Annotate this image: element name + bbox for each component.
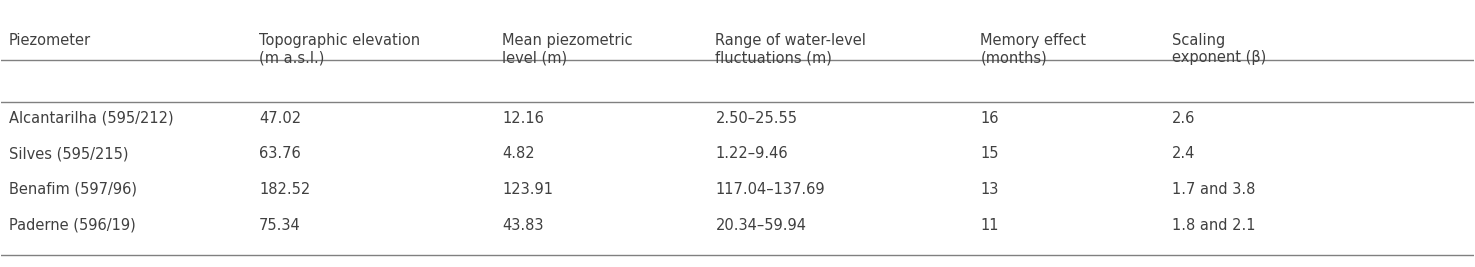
Text: 11: 11 bbox=[981, 218, 999, 233]
Text: Mean piezometric
level (m): Mean piezometric level (m) bbox=[502, 33, 633, 65]
Text: 2.50–25.55: 2.50–25.55 bbox=[715, 111, 798, 126]
Text: 15: 15 bbox=[981, 146, 999, 161]
Text: 47.02: 47.02 bbox=[260, 111, 301, 126]
Text: Scaling
exponent (β): Scaling exponent (β) bbox=[1171, 33, 1266, 65]
Text: 13: 13 bbox=[981, 182, 999, 197]
Text: 20.34–59.94: 20.34–59.94 bbox=[715, 218, 807, 233]
Text: 123.91: 123.91 bbox=[502, 182, 553, 197]
Text: 117.04–137.69: 117.04–137.69 bbox=[715, 182, 825, 197]
Text: Silves (595/215): Silves (595/215) bbox=[9, 146, 128, 161]
Text: Alcantarilha (595/212): Alcantarilha (595/212) bbox=[9, 111, 174, 126]
Text: 182.52: 182.52 bbox=[260, 182, 310, 197]
Text: 1.7 and 3.8: 1.7 and 3.8 bbox=[1171, 182, 1255, 197]
Text: 43.83: 43.83 bbox=[502, 218, 543, 233]
Text: Piezometer: Piezometer bbox=[9, 33, 91, 48]
Text: Topographic elevation
(m a.s.l.): Topographic elevation (m a.s.l.) bbox=[260, 33, 420, 65]
Text: Paderne (596/19): Paderne (596/19) bbox=[9, 218, 136, 233]
Text: Memory effect
(months): Memory effect (months) bbox=[981, 33, 1087, 65]
Text: 75.34: 75.34 bbox=[260, 218, 301, 233]
Text: Range of water-level
fluctuations (m): Range of water-level fluctuations (m) bbox=[715, 33, 866, 65]
Text: 2.4: 2.4 bbox=[1171, 146, 1195, 161]
Text: 1.8 and 2.1: 1.8 and 2.1 bbox=[1171, 218, 1255, 233]
Text: 12.16: 12.16 bbox=[502, 111, 544, 126]
Text: 63.76: 63.76 bbox=[260, 146, 301, 161]
Text: 1.22–9.46: 1.22–9.46 bbox=[715, 146, 788, 161]
Text: 16: 16 bbox=[981, 111, 999, 126]
Text: 2.6: 2.6 bbox=[1171, 111, 1195, 126]
Text: 4.82: 4.82 bbox=[502, 146, 534, 161]
Text: Benafim (597/96): Benafim (597/96) bbox=[9, 182, 137, 197]
